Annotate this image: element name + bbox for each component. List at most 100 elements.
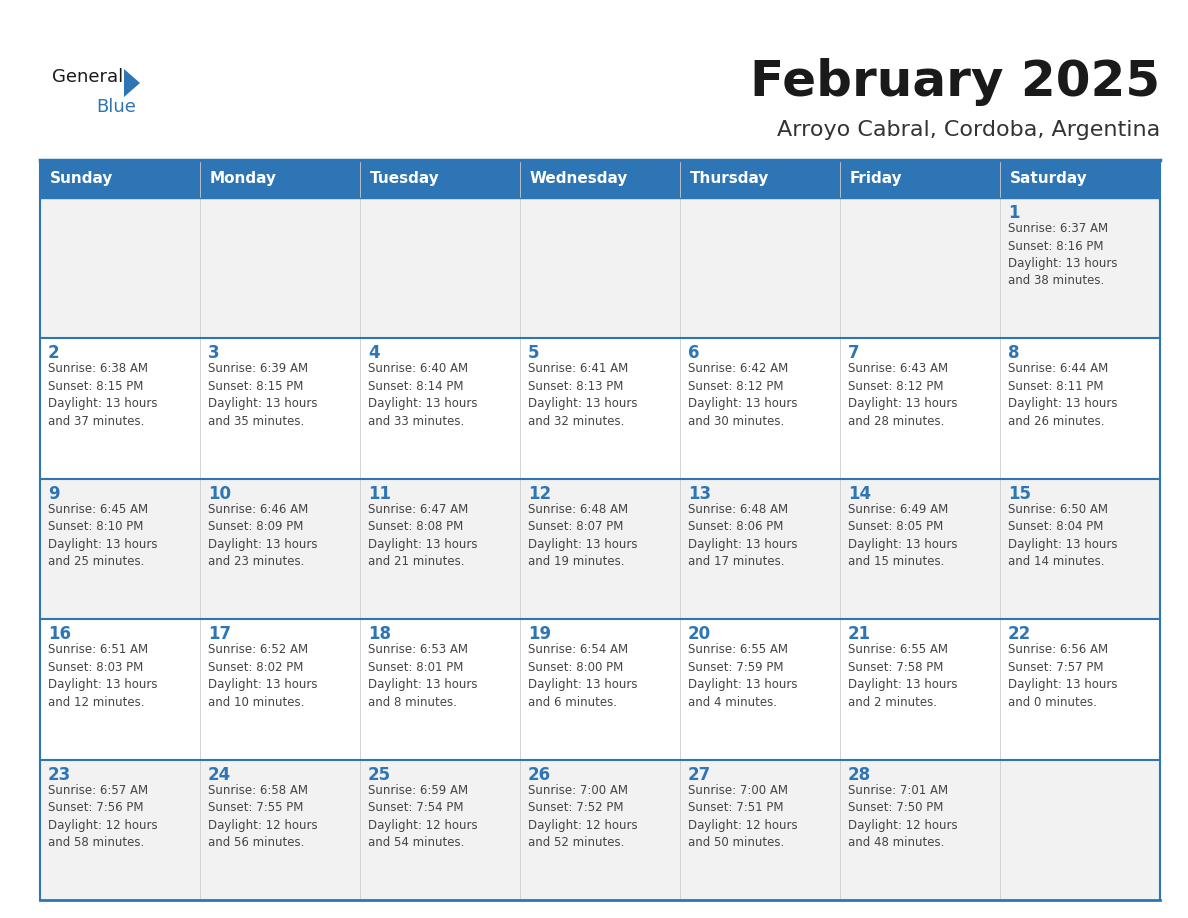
Text: February 2025: February 2025	[750, 58, 1159, 106]
Text: 9: 9	[48, 485, 59, 503]
Text: General: General	[52, 68, 124, 86]
Bar	[680, 160, 840, 198]
Text: Sunrise: 6:47 AM
Sunset: 8:08 PM
Daylight: 13 hours
and 21 minutes.: Sunrise: 6:47 AM Sunset: 8:08 PM Dayligh…	[368, 503, 478, 568]
Text: 7: 7	[848, 344, 860, 363]
Bar	[200, 160, 360, 198]
Text: Sunrise: 6:51 AM
Sunset: 8:03 PM
Daylight: 13 hours
and 12 minutes.: Sunrise: 6:51 AM Sunset: 8:03 PM Dayligh…	[48, 644, 158, 709]
Text: Sunrise: 6:55 AM
Sunset: 7:59 PM
Daylight: 13 hours
and 4 minutes.: Sunrise: 6:55 AM Sunset: 7:59 PM Dayligh…	[688, 644, 797, 709]
Text: Wednesday: Wednesday	[530, 172, 628, 186]
Bar	[200, 479, 360, 620]
Text: Arroyo Cabral, Cordoba, Argentina: Arroyo Cabral, Cordoba, Argentina	[777, 120, 1159, 140]
Bar	[680, 479, 840, 620]
Text: Sunrise: 6:54 AM
Sunset: 8:00 PM
Daylight: 13 hours
and 6 minutes.: Sunrise: 6:54 AM Sunset: 8:00 PM Dayligh…	[527, 644, 638, 709]
Bar	[40, 198, 200, 339]
Bar	[360, 160, 520, 198]
Text: 24: 24	[208, 766, 232, 784]
Bar	[840, 620, 1000, 759]
Bar	[520, 620, 680, 759]
Bar	[200, 759, 360, 900]
Bar	[680, 339, 840, 479]
Text: 1: 1	[1007, 204, 1019, 222]
Bar	[840, 198, 1000, 339]
Text: Sunrise: 6:49 AM
Sunset: 8:05 PM
Daylight: 13 hours
and 15 minutes.: Sunrise: 6:49 AM Sunset: 8:05 PM Dayligh…	[848, 503, 958, 568]
Text: Sunrise: 7:01 AM
Sunset: 7:50 PM
Daylight: 12 hours
and 48 minutes.: Sunrise: 7:01 AM Sunset: 7:50 PM Dayligh…	[848, 784, 958, 849]
Text: Sunrise: 6:42 AM
Sunset: 8:12 PM
Daylight: 13 hours
and 30 minutes.: Sunrise: 6:42 AM Sunset: 8:12 PM Dayligh…	[688, 363, 797, 428]
Bar	[40, 759, 200, 900]
Bar	[360, 620, 520, 759]
Bar	[520, 479, 680, 620]
Text: 23: 23	[48, 766, 71, 784]
Bar	[1000, 759, 1159, 900]
Text: 19: 19	[527, 625, 551, 644]
Text: Sunrise: 6:44 AM
Sunset: 8:11 PM
Daylight: 13 hours
and 26 minutes.: Sunrise: 6:44 AM Sunset: 8:11 PM Dayligh…	[1007, 363, 1118, 428]
Text: 3: 3	[208, 344, 220, 363]
Text: 15: 15	[1007, 485, 1031, 503]
Bar	[360, 339, 520, 479]
Text: 20: 20	[688, 625, 712, 644]
Text: 21: 21	[848, 625, 871, 644]
Bar	[520, 160, 680, 198]
Bar	[840, 759, 1000, 900]
Text: 16: 16	[48, 625, 71, 644]
Text: Sunrise: 7:00 AM
Sunset: 7:51 PM
Daylight: 12 hours
and 50 minutes.: Sunrise: 7:00 AM Sunset: 7:51 PM Dayligh…	[688, 784, 797, 849]
Text: Sunrise: 6:43 AM
Sunset: 8:12 PM
Daylight: 13 hours
and 28 minutes.: Sunrise: 6:43 AM Sunset: 8:12 PM Dayligh…	[848, 363, 958, 428]
Bar	[200, 339, 360, 479]
Text: 13: 13	[688, 485, 712, 503]
Text: Sunrise: 6:41 AM
Sunset: 8:13 PM
Daylight: 13 hours
and 32 minutes.: Sunrise: 6:41 AM Sunset: 8:13 PM Dayligh…	[527, 363, 638, 428]
Bar	[520, 339, 680, 479]
Bar	[1000, 160, 1159, 198]
Text: Friday: Friday	[849, 172, 902, 186]
Text: Sunrise: 6:40 AM
Sunset: 8:14 PM
Daylight: 13 hours
and 33 minutes.: Sunrise: 6:40 AM Sunset: 8:14 PM Dayligh…	[368, 363, 478, 428]
Text: Sunrise: 6:56 AM
Sunset: 7:57 PM
Daylight: 13 hours
and 0 minutes.: Sunrise: 6:56 AM Sunset: 7:57 PM Dayligh…	[1007, 644, 1118, 709]
Text: 6: 6	[688, 344, 700, 363]
Text: Sunrise: 6:45 AM
Sunset: 8:10 PM
Daylight: 13 hours
and 25 minutes.: Sunrise: 6:45 AM Sunset: 8:10 PM Dayligh…	[48, 503, 158, 568]
Bar	[680, 759, 840, 900]
Text: 10: 10	[208, 485, 230, 503]
Text: 12: 12	[527, 485, 551, 503]
Text: Tuesday: Tuesday	[369, 172, 440, 186]
Text: Sunrise: 6:39 AM
Sunset: 8:15 PM
Daylight: 13 hours
and 35 minutes.: Sunrise: 6:39 AM Sunset: 8:15 PM Dayligh…	[208, 363, 317, 428]
Text: Sunrise: 7:00 AM
Sunset: 7:52 PM
Daylight: 12 hours
and 52 minutes.: Sunrise: 7:00 AM Sunset: 7:52 PM Dayligh…	[527, 784, 638, 849]
Bar	[40, 479, 200, 620]
Text: 4: 4	[368, 344, 380, 363]
Text: Sunrise: 6:38 AM
Sunset: 8:15 PM
Daylight: 13 hours
and 37 minutes.: Sunrise: 6:38 AM Sunset: 8:15 PM Dayligh…	[48, 363, 158, 428]
Bar	[360, 759, 520, 900]
Polygon shape	[124, 69, 140, 97]
Text: 11: 11	[368, 485, 391, 503]
Bar	[1000, 339, 1159, 479]
Text: 27: 27	[688, 766, 712, 784]
Text: 28: 28	[848, 766, 871, 784]
Bar	[840, 160, 1000, 198]
Text: 8: 8	[1007, 344, 1019, 363]
Text: 22: 22	[1007, 625, 1031, 644]
Bar	[680, 198, 840, 339]
Text: Sunrise: 6:48 AM
Sunset: 8:06 PM
Daylight: 13 hours
and 17 minutes.: Sunrise: 6:48 AM Sunset: 8:06 PM Dayligh…	[688, 503, 797, 568]
Bar	[1000, 479, 1159, 620]
Text: Sunrise: 6:52 AM
Sunset: 8:02 PM
Daylight: 13 hours
and 10 minutes.: Sunrise: 6:52 AM Sunset: 8:02 PM Dayligh…	[208, 644, 317, 709]
Bar	[520, 759, 680, 900]
Text: 14: 14	[848, 485, 871, 503]
Text: 5: 5	[527, 344, 539, 363]
Bar	[40, 620, 200, 759]
Text: Sunrise: 6:50 AM
Sunset: 8:04 PM
Daylight: 13 hours
and 14 minutes.: Sunrise: 6:50 AM Sunset: 8:04 PM Dayligh…	[1007, 503, 1118, 568]
Text: Sunrise: 6:55 AM
Sunset: 7:58 PM
Daylight: 13 hours
and 2 minutes.: Sunrise: 6:55 AM Sunset: 7:58 PM Dayligh…	[848, 644, 958, 709]
Bar	[200, 198, 360, 339]
Bar	[40, 160, 200, 198]
Text: Blue: Blue	[96, 98, 135, 116]
Bar	[360, 479, 520, 620]
Text: Sunrise: 6:53 AM
Sunset: 8:01 PM
Daylight: 13 hours
and 8 minutes.: Sunrise: 6:53 AM Sunset: 8:01 PM Dayligh…	[368, 644, 478, 709]
Bar	[840, 339, 1000, 479]
Bar	[200, 620, 360, 759]
Bar	[40, 339, 200, 479]
Text: Thursday: Thursday	[689, 172, 769, 186]
Text: Sunday: Sunday	[50, 172, 113, 186]
Text: Monday: Monday	[209, 172, 277, 186]
Text: Saturday: Saturday	[1010, 172, 1087, 186]
Text: Sunrise: 6:57 AM
Sunset: 7:56 PM
Daylight: 12 hours
and 58 minutes.: Sunrise: 6:57 AM Sunset: 7:56 PM Dayligh…	[48, 784, 158, 849]
Text: Sunrise: 6:46 AM
Sunset: 8:09 PM
Daylight: 13 hours
and 23 minutes.: Sunrise: 6:46 AM Sunset: 8:09 PM Dayligh…	[208, 503, 317, 568]
Bar	[1000, 620, 1159, 759]
Text: 25: 25	[368, 766, 391, 784]
Text: 2: 2	[48, 344, 59, 363]
Bar	[1000, 198, 1159, 339]
Text: Sunrise: 6:58 AM
Sunset: 7:55 PM
Daylight: 12 hours
and 56 minutes.: Sunrise: 6:58 AM Sunset: 7:55 PM Dayligh…	[208, 784, 317, 849]
